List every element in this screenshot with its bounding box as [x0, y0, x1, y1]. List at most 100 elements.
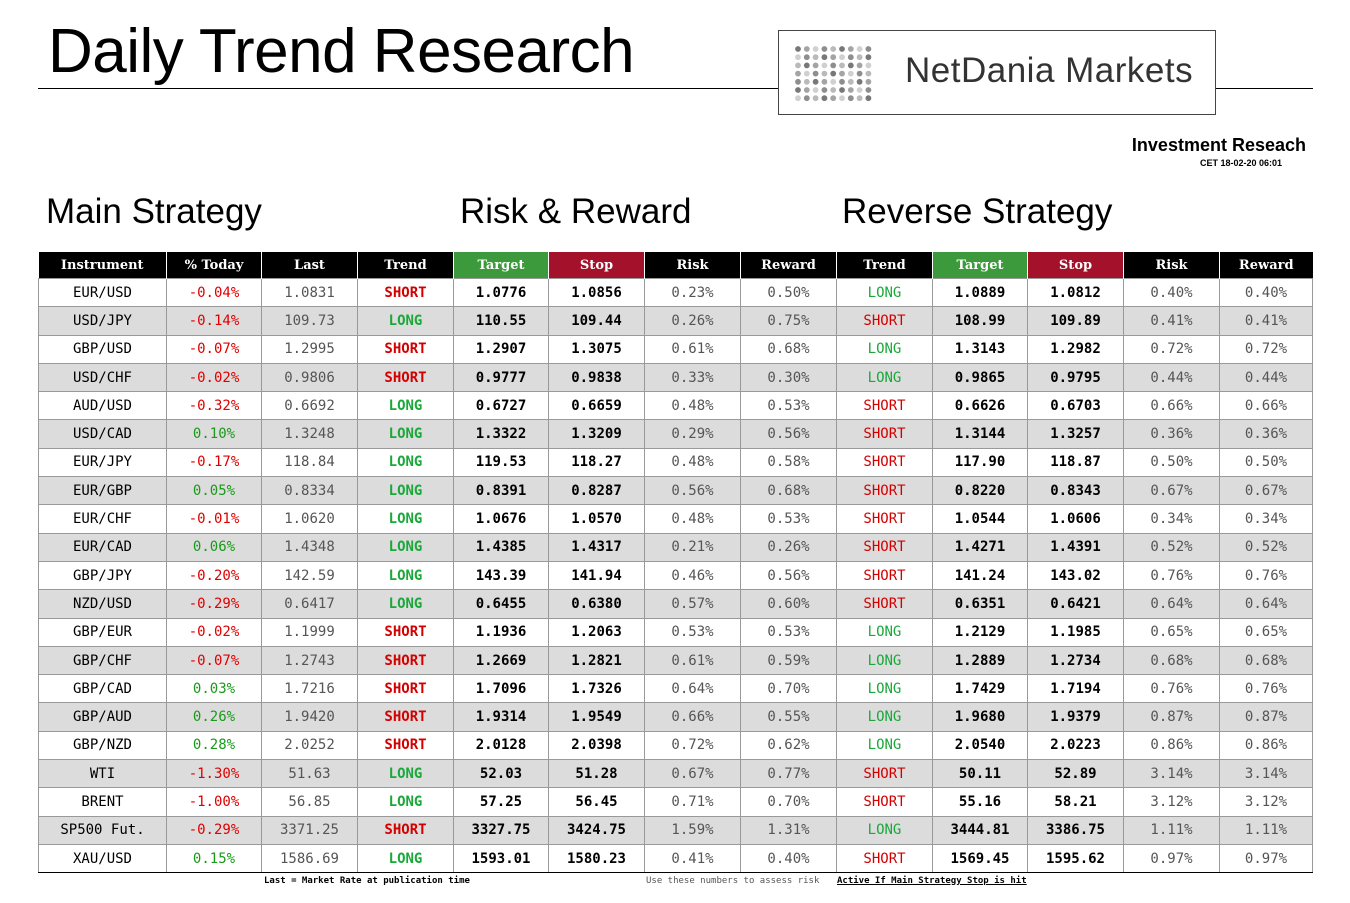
- cell-target: 143.39: [453, 560, 549, 591]
- cell-stop: 1.2821: [548, 645, 645, 676]
- cell-trend: LONG: [357, 391, 454, 421]
- cell-reverse-target: 108.99: [932, 306, 1028, 336]
- cell-reverse-stop: 0.8343: [1027, 476, 1124, 506]
- cell-instrument: EUR/USD: [38, 277, 167, 308]
- cell-stop: 0.6659: [548, 391, 645, 421]
- cell-reverse-trend: LONG: [836, 645, 933, 676]
- cell-trend: LONG: [357, 504, 454, 534]
- table-row: GBP/USD -0.07% 1.2995 SHORT 1.2907 1.3075 0.61…: [38, 334, 1313, 364]
- cell-reverse-stop: 0.6421: [1027, 589, 1124, 619]
- cell-risk: 0.56%: [644, 476, 741, 506]
- cell-risk: 0.23%: [644, 277, 741, 308]
- cell-reverse-risk: 0.76%: [1123, 674, 1220, 704]
- cell-instrument: GBP/USD: [38, 334, 167, 364]
- cell-risk: 0.48%: [644, 391, 741, 421]
- cell-trend: LONG: [357, 759, 454, 789]
- cell-reward: 0.68%: [740, 476, 837, 506]
- table-row: BRENT -1.00% 56.85 LONG 57.25 56.45 0.71% 0.70%…: [38, 787, 1313, 817]
- title-rule: [38, 88, 1313, 89]
- cell-pct-today: 0.05%: [166, 476, 262, 506]
- cell-trend: LONG: [357, 589, 454, 619]
- cell-last: 3371.25: [261, 815, 358, 845]
- cell-instrument: SP500 Fut.: [38, 815, 167, 845]
- col-instrument: Instrument: [38, 252, 167, 279]
- cell-reverse-target: 2.0540: [932, 730, 1028, 761]
- cell-risk: 0.48%: [644, 504, 741, 534]
- cell-stop: 56.45: [548, 787, 645, 817]
- cell-reverse-stop: 3386.75: [1027, 815, 1124, 845]
- cell-pct-today: -1.00%: [166, 787, 262, 817]
- cell-reverse-risk: 0.72%: [1123, 334, 1220, 364]
- cell-reverse-reward: 0.64%: [1219, 589, 1313, 619]
- cell-reverse-reward: 0.34%: [1219, 504, 1313, 534]
- cell-pct-today: -0.17%: [166, 447, 262, 478]
- brand-logo: NetDania Markets: [778, 30, 1216, 115]
- cell-target: 0.6455: [453, 589, 549, 619]
- table-row: EUR/JPY -0.17% 118.84 LONG 119.53 118.27 0.48%…: [38, 447, 1313, 478]
- table-row: GBP/JPY -0.20% 142.59 LONG 143.39 141.94 0.46%…: [38, 560, 1313, 591]
- table-row: WTI -1.30% 51.63 LONG 52.03 51.28 0.67% 0.77% SH…: [38, 759, 1313, 789]
- cell-trend: SHORT: [357, 617, 454, 647]
- cell-reverse-risk: 3.14%: [1123, 759, 1220, 789]
- cell-reverse-stop: 1.2982: [1027, 334, 1124, 364]
- cell-last: 142.59: [261, 560, 358, 591]
- cell-reverse-reward: 0.72%: [1219, 334, 1313, 364]
- cell-reverse-trend: LONG: [836, 277, 933, 308]
- cell-reverse-trend: LONG: [836, 362, 933, 393]
- cell-pct-today: -0.07%: [166, 334, 262, 364]
- cell-reverse-trend: LONG: [836, 702, 933, 732]
- cell-risk: 0.29%: [644, 419, 741, 449]
- cell-stop: 1.3075: [548, 334, 645, 364]
- cell-target: 0.8391: [453, 476, 549, 506]
- cell-stop: 1.0856: [548, 277, 645, 308]
- cell-trend: SHORT: [357, 645, 454, 676]
- cell-stop: 118.27: [548, 447, 645, 478]
- cell-stop: 1.9549: [548, 702, 645, 732]
- cell-pct-today: 0.28%: [166, 730, 262, 761]
- cell-risk: 0.26%: [644, 306, 741, 336]
- cell-reverse-reward: 0.50%: [1219, 447, 1313, 478]
- cell-reverse-reward: 0.44%: [1219, 362, 1313, 393]
- section-risk-reward: Risk & Reward: [460, 192, 692, 231]
- cell-reverse-reward: 0.68%: [1219, 645, 1313, 676]
- table-row: GBP/CAD 0.03% 1.7216 SHORT 1.7096 1.7326 0.64%…: [38, 674, 1313, 704]
- table-row: USD/CHF -0.02% 0.9806 SHORT 0.9777 0.9838 0.33…: [38, 362, 1313, 393]
- cell-reward: 1.31%: [740, 815, 837, 845]
- cell-pct-today: -0.29%: [166, 589, 262, 619]
- cell-reward: 0.59%: [740, 645, 837, 676]
- cell-reverse-reward: 0.87%: [1219, 702, 1313, 732]
- cell-stop: 1.7326: [548, 674, 645, 704]
- cell-reverse-target: 1.0889: [932, 277, 1028, 308]
- cell-reverse-target: 1.3143: [932, 334, 1028, 364]
- footnote-assess-risk: Use these numbers to assess risk: [646, 876, 820, 886]
- cell-last: 1.1999: [261, 617, 358, 647]
- cell-stop: 0.9838: [548, 362, 645, 393]
- col-reverse-reward: Reward: [1219, 252, 1313, 279]
- cell-reward: 0.60%: [740, 589, 837, 619]
- cell-target: 57.25: [453, 787, 549, 817]
- cell-instrument: GBP/NZD: [38, 730, 167, 761]
- cell-trend: LONG: [357, 306, 454, 336]
- cell-trend: SHORT: [357, 730, 454, 761]
- table-row: EUR/GBP 0.05% 0.8334 LONG 0.8391 0.8287 0.56% 0…: [38, 476, 1313, 506]
- cell-target: 1.2669: [453, 645, 549, 676]
- cell-reverse-risk: 0.36%: [1123, 419, 1220, 449]
- cell-target: 1.2907: [453, 334, 549, 364]
- cell-reverse-trend: LONG: [836, 617, 933, 647]
- cell-reverse-stop: 0.9795: [1027, 362, 1124, 393]
- cell-reward: 0.68%: [740, 334, 837, 364]
- section-reverse-strategy: Reverse Strategy: [842, 192, 1113, 231]
- trend-table: Instrument % Today Last Trend Target Sto…: [38, 252, 1313, 874]
- cell-reward: 0.40%: [740, 843, 837, 874]
- cell-stop: 1.0570: [548, 504, 645, 534]
- cell-risk: 0.33%: [644, 362, 741, 393]
- table-row: EUR/CHF -0.01% 1.0620 LONG 1.0676 1.0570 0.48%…: [38, 504, 1313, 534]
- cell-reverse-stop: 1.7194: [1027, 674, 1124, 704]
- cell-pct-today: -0.07%: [166, 645, 262, 676]
- cell-risk: 1.59%: [644, 815, 741, 845]
- cell-reverse-target: 1.0544: [932, 504, 1028, 534]
- cell-last: 118.84: [261, 447, 358, 478]
- cell-reverse-trend: SHORT: [836, 787, 933, 817]
- cell-risk: 0.72%: [644, 730, 741, 761]
- cell-reverse-trend: SHORT: [836, 306, 933, 336]
